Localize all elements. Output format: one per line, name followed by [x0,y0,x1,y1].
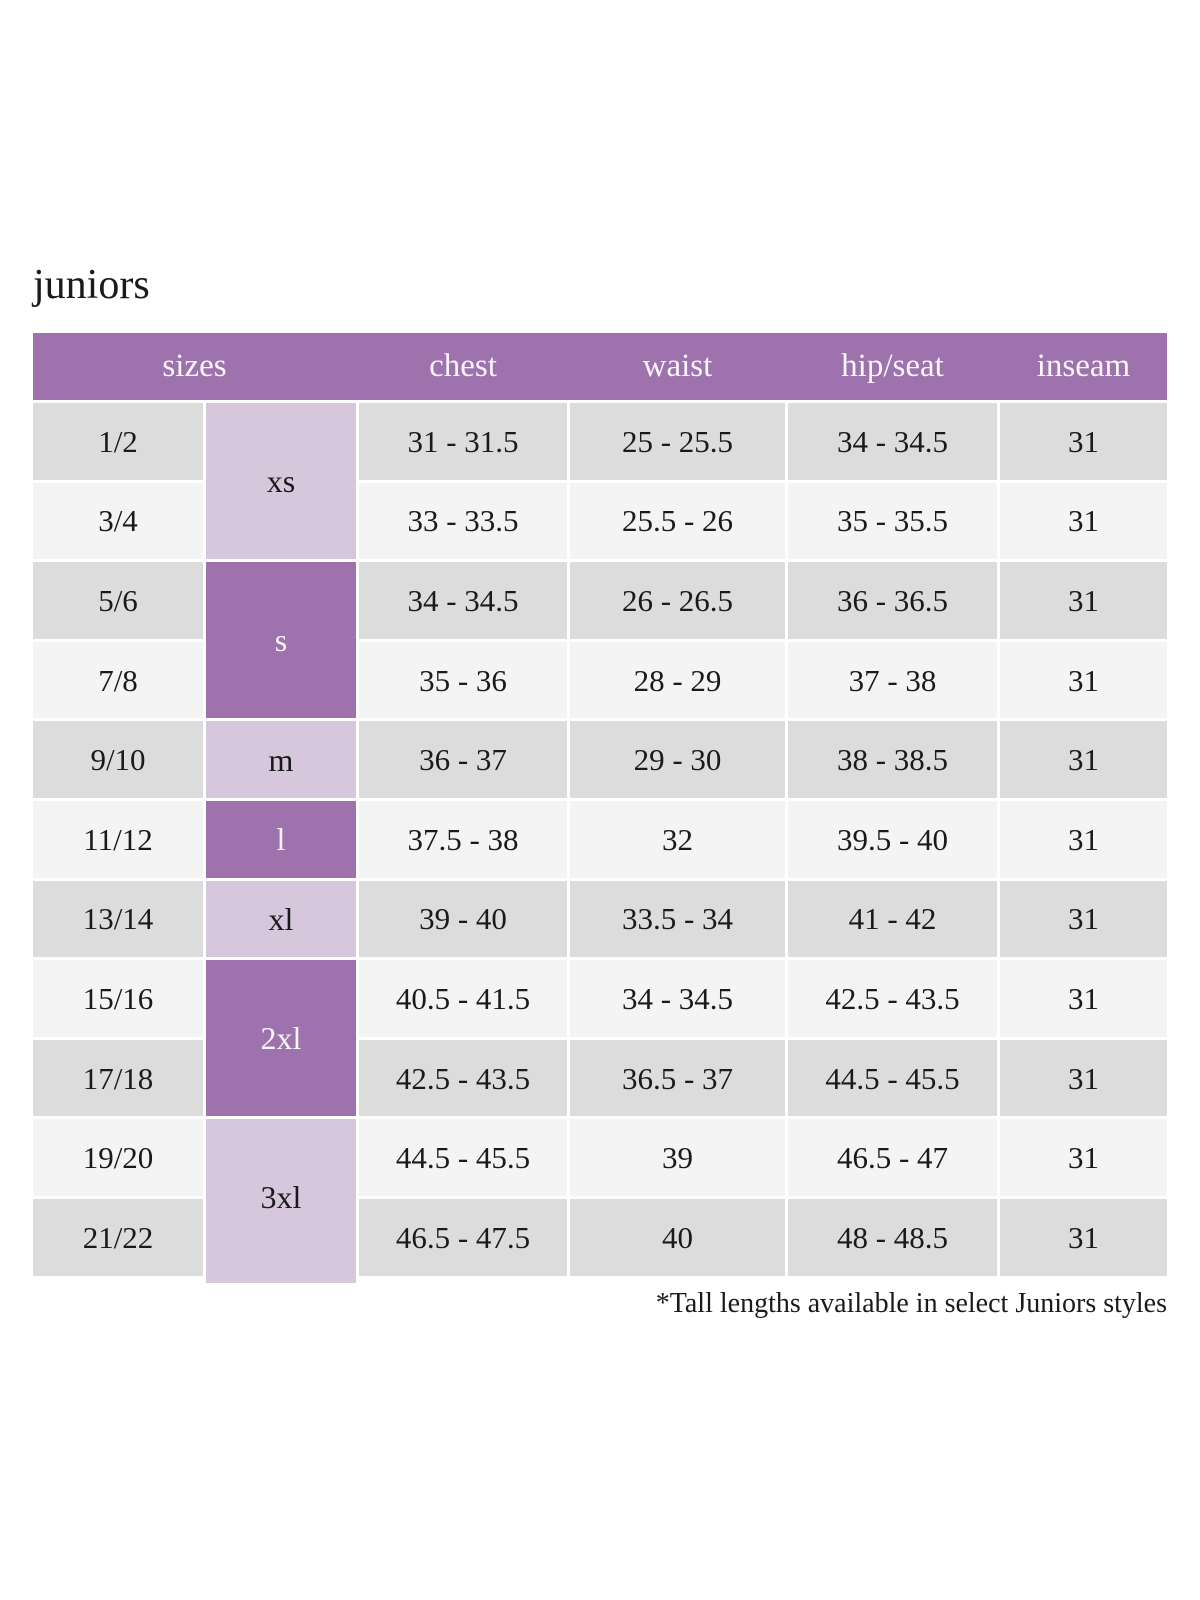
inseam-cell: 31 [1000,721,1167,798]
group-cell-m: m [206,721,356,798]
hip-seat-cell: 46.5 - 47 [788,1119,997,1196]
group-cell-2xl: 2xl [206,960,356,1117]
group-cell-3xl: 3xl [206,1119,356,1283]
inseam-cell: 31 [1000,1198,1167,1276]
chest-cell: 44.5 - 45.5 [359,1119,567,1196]
size-cell: 7/8 [33,641,203,719]
table-body: 1/2 xs 31 - 31.5 25 - 25.5 34 - 34.5 31 … [33,403,1167,1283]
waist-cell: 28 - 29 [570,641,785,719]
chest-cell: 35 - 36 [359,641,567,719]
size-cell: 5/6 [33,562,203,639]
size-cell: 1/2 [33,403,203,480]
header-cell-inseam: inseam [1036,348,1131,384]
hip-seat-cell: 42.5 - 43.5 [788,960,997,1037]
page-title: juniors [33,262,150,308]
group-cell-xl: xl [206,880,356,958]
hip-seat-cell: 37 - 38 [788,641,997,719]
group-cell-s: s [206,562,356,719]
chest-cell: 46.5 - 47.5 [359,1198,567,1276]
inseam-cell: 31 [1000,1039,1167,1117]
inseam-cell: 31 [1000,562,1167,639]
header-cell-sizes: sizes [162,348,227,384]
chest-cell: 42.5 - 43.5 [359,1039,567,1117]
chest-cell: 31 - 31.5 [359,403,567,480]
hip-seat-cell: 48 - 48.5 [788,1198,997,1276]
waist-cell: 39 [570,1119,785,1196]
group-cell-l: l [206,800,356,878]
inseam-cell: 31 [1000,482,1167,560]
size-chart-table: sizes chest waist hip/seat inseam 1/2 xs… [33,333,1167,1283]
size-cell: 17/18 [33,1039,203,1117]
waist-cell: 36.5 - 37 [570,1039,785,1117]
chest-cell: 37.5 - 38 [359,800,567,878]
size-cell: 19/20 [33,1119,203,1196]
group-cell-xs: xs [206,403,356,560]
chest-cell: 39 - 40 [359,880,567,958]
size-cell: 13/14 [33,880,203,958]
header-cell-waist: waist [642,348,713,384]
chest-cell: 36 - 37 [359,721,567,798]
chest-cell: 33 - 33.5 [359,482,567,560]
waist-cell: 29 - 30 [570,721,785,798]
table-header-row: sizes chest waist hip/seat inseam [33,333,1167,400]
header-cell-chest: chest [429,348,497,384]
chest-cell: 34 - 34.5 [359,562,567,639]
waist-cell: 26 - 26.5 [570,562,785,639]
inseam-cell: 31 [1000,800,1167,878]
inseam-cell: 31 [1000,960,1167,1037]
waist-cell: 25 - 25.5 [570,403,785,480]
waist-cell: 32 [570,800,785,878]
hip-seat-cell: 41 - 42 [788,880,997,958]
hip-seat-cell: 38 - 38.5 [788,721,997,798]
hip-seat-cell: 44.5 - 45.5 [788,1039,997,1117]
waist-cell: 40 [570,1198,785,1276]
size-cell: 3/4 [33,482,203,560]
chest-cell: 40.5 - 41.5 [359,960,567,1037]
size-cell: 9/10 [33,721,203,798]
waist-cell: 33.5 - 34 [570,880,785,958]
size-cell: 15/16 [33,960,203,1037]
footnote: *Tall lengths available in select Junior… [655,1288,1167,1319]
size-cell: 21/22 [33,1198,203,1276]
header-cell-hip-seat: hip/seat [841,348,944,384]
inseam-cell: 31 [1000,880,1167,958]
hip-seat-cell: 35 - 35.5 [788,482,997,560]
inseam-cell: 31 [1000,641,1167,719]
waist-cell: 25.5 - 26 [570,482,785,560]
inseam-cell: 31 [1000,403,1167,480]
inseam-cell: 31 [1000,1119,1167,1196]
hip-seat-cell: 34 - 34.5 [788,403,997,480]
hip-seat-cell: 36 - 36.5 [788,562,997,639]
size-cell: 11/12 [33,800,203,878]
hip-seat-cell: 39.5 - 40 [788,800,997,878]
waist-cell: 34 - 34.5 [570,960,785,1037]
